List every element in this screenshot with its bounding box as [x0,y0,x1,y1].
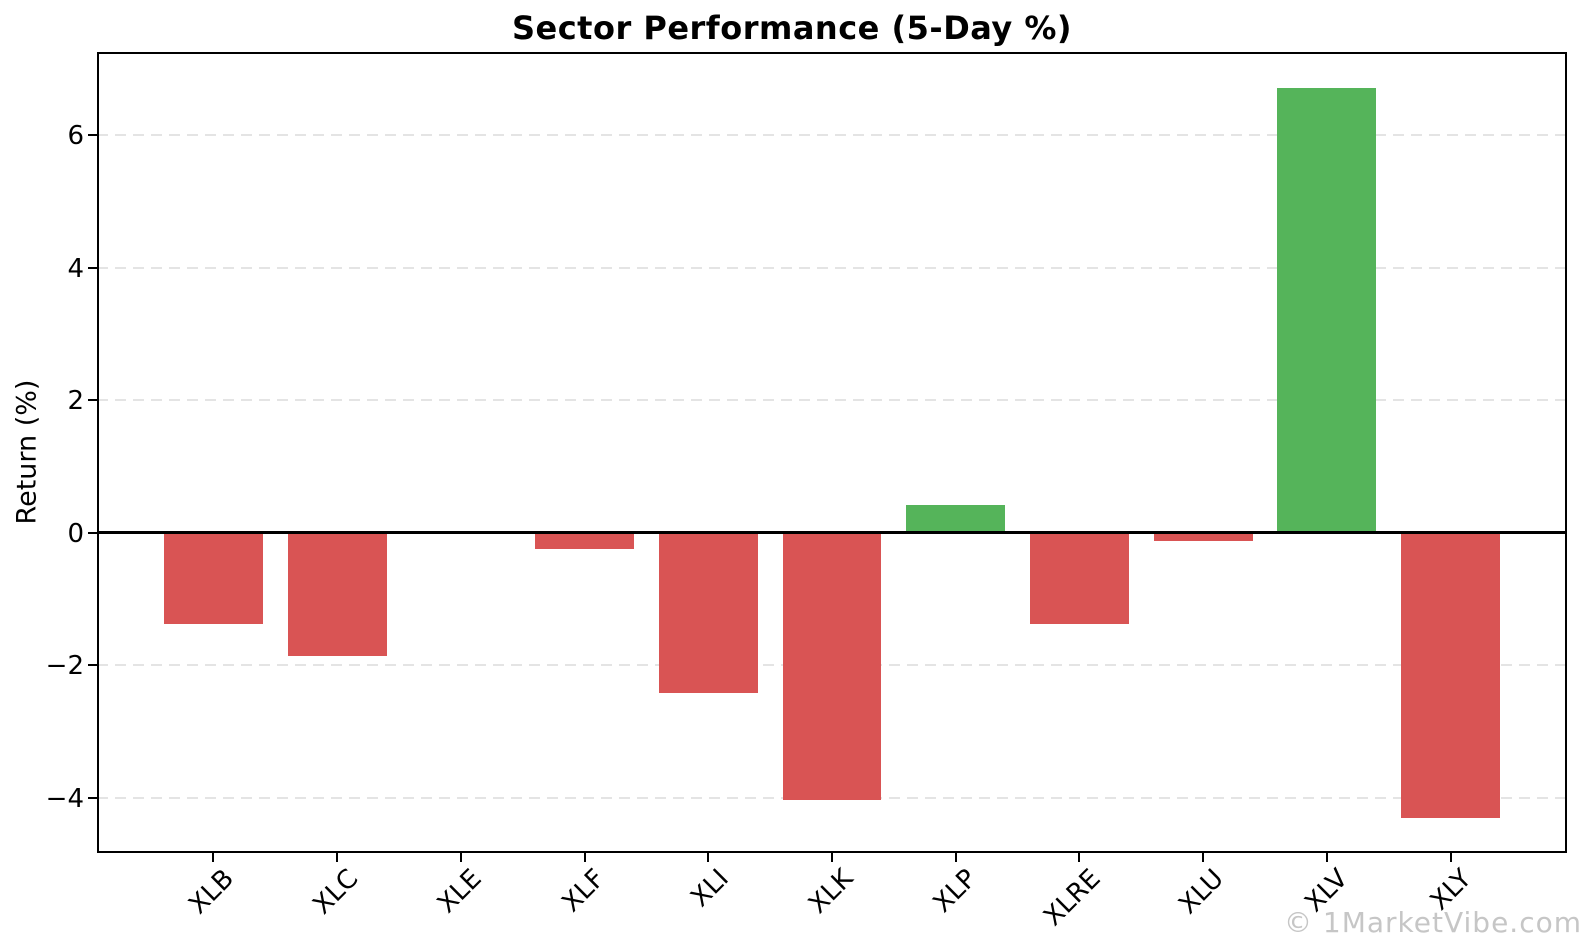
y-tick-label-4: 4 [67,253,84,284]
x-tick-label-xlf: XLF [556,863,612,919]
x-tick-label-xlp: XLP [927,863,983,919]
x-tick-mark [212,853,215,862]
bar-xlf [535,532,634,549]
x-tick-mark [831,853,833,862]
chart-title: Sector Performance (5-Day %) [511,9,1073,47]
watermark: © 1MarketVibe.com [1284,906,1582,939]
y-tick-mark [88,796,97,799]
x-tick-mark [1325,853,1328,862]
bar-xlb [163,532,263,624]
x-tick-label-xlc: XLC [306,863,364,921]
y-tick-mark [88,133,97,136]
y-tick-label-6: 6 [67,120,84,151]
x-tick-mark [707,853,710,862]
y-tick-mark [88,531,97,534]
x-tick-label-xlre: XLRE [1037,863,1107,933]
gridline-y-4 [97,266,1567,269]
bar-xly [1401,532,1501,818]
x-tick-mark [1202,853,1205,862]
bar-xlc [287,532,387,657]
x-tick-label-xle: XLE [431,863,488,920]
x-tick-mark [459,853,462,862]
x-tick-label-xlu: XLU [1173,863,1231,921]
x-tick-mark [336,853,339,862]
x-tick-label-xli: XLI [685,863,736,914]
x-tick-mark [1078,853,1081,862]
x-tick-label-xlb: XLB [183,863,241,921]
y-tick-label-0: 0 [67,518,84,549]
plot-area [97,52,1567,853]
bar-xlre [1029,532,1129,624]
y-tick-label-−4: −4 [45,783,84,814]
zero-line [97,531,1567,535]
gridline-y-6 [97,133,1567,136]
y-tick-label-2: 2 [67,386,84,417]
gridline-y-2 [97,399,1567,402]
bar-xlk [782,532,882,800]
x-tick-mark [583,853,586,862]
x-tick-mark [954,853,957,862]
y-tick-mark [88,266,97,269]
y-tick-mark [88,399,97,402]
y-tick-mark [88,664,97,667]
x-tick-label-xlk: XLK [802,863,859,920]
y-tick-label-−2: −2 [45,651,84,682]
bar-xlv [1277,88,1377,533]
x-tick-mark [1449,853,1452,862]
bar-xlp [906,504,1006,533]
bar-xli [658,532,758,693]
y-axis-label: Return (%) [11,379,43,525]
bar-xlu [1153,532,1253,542]
